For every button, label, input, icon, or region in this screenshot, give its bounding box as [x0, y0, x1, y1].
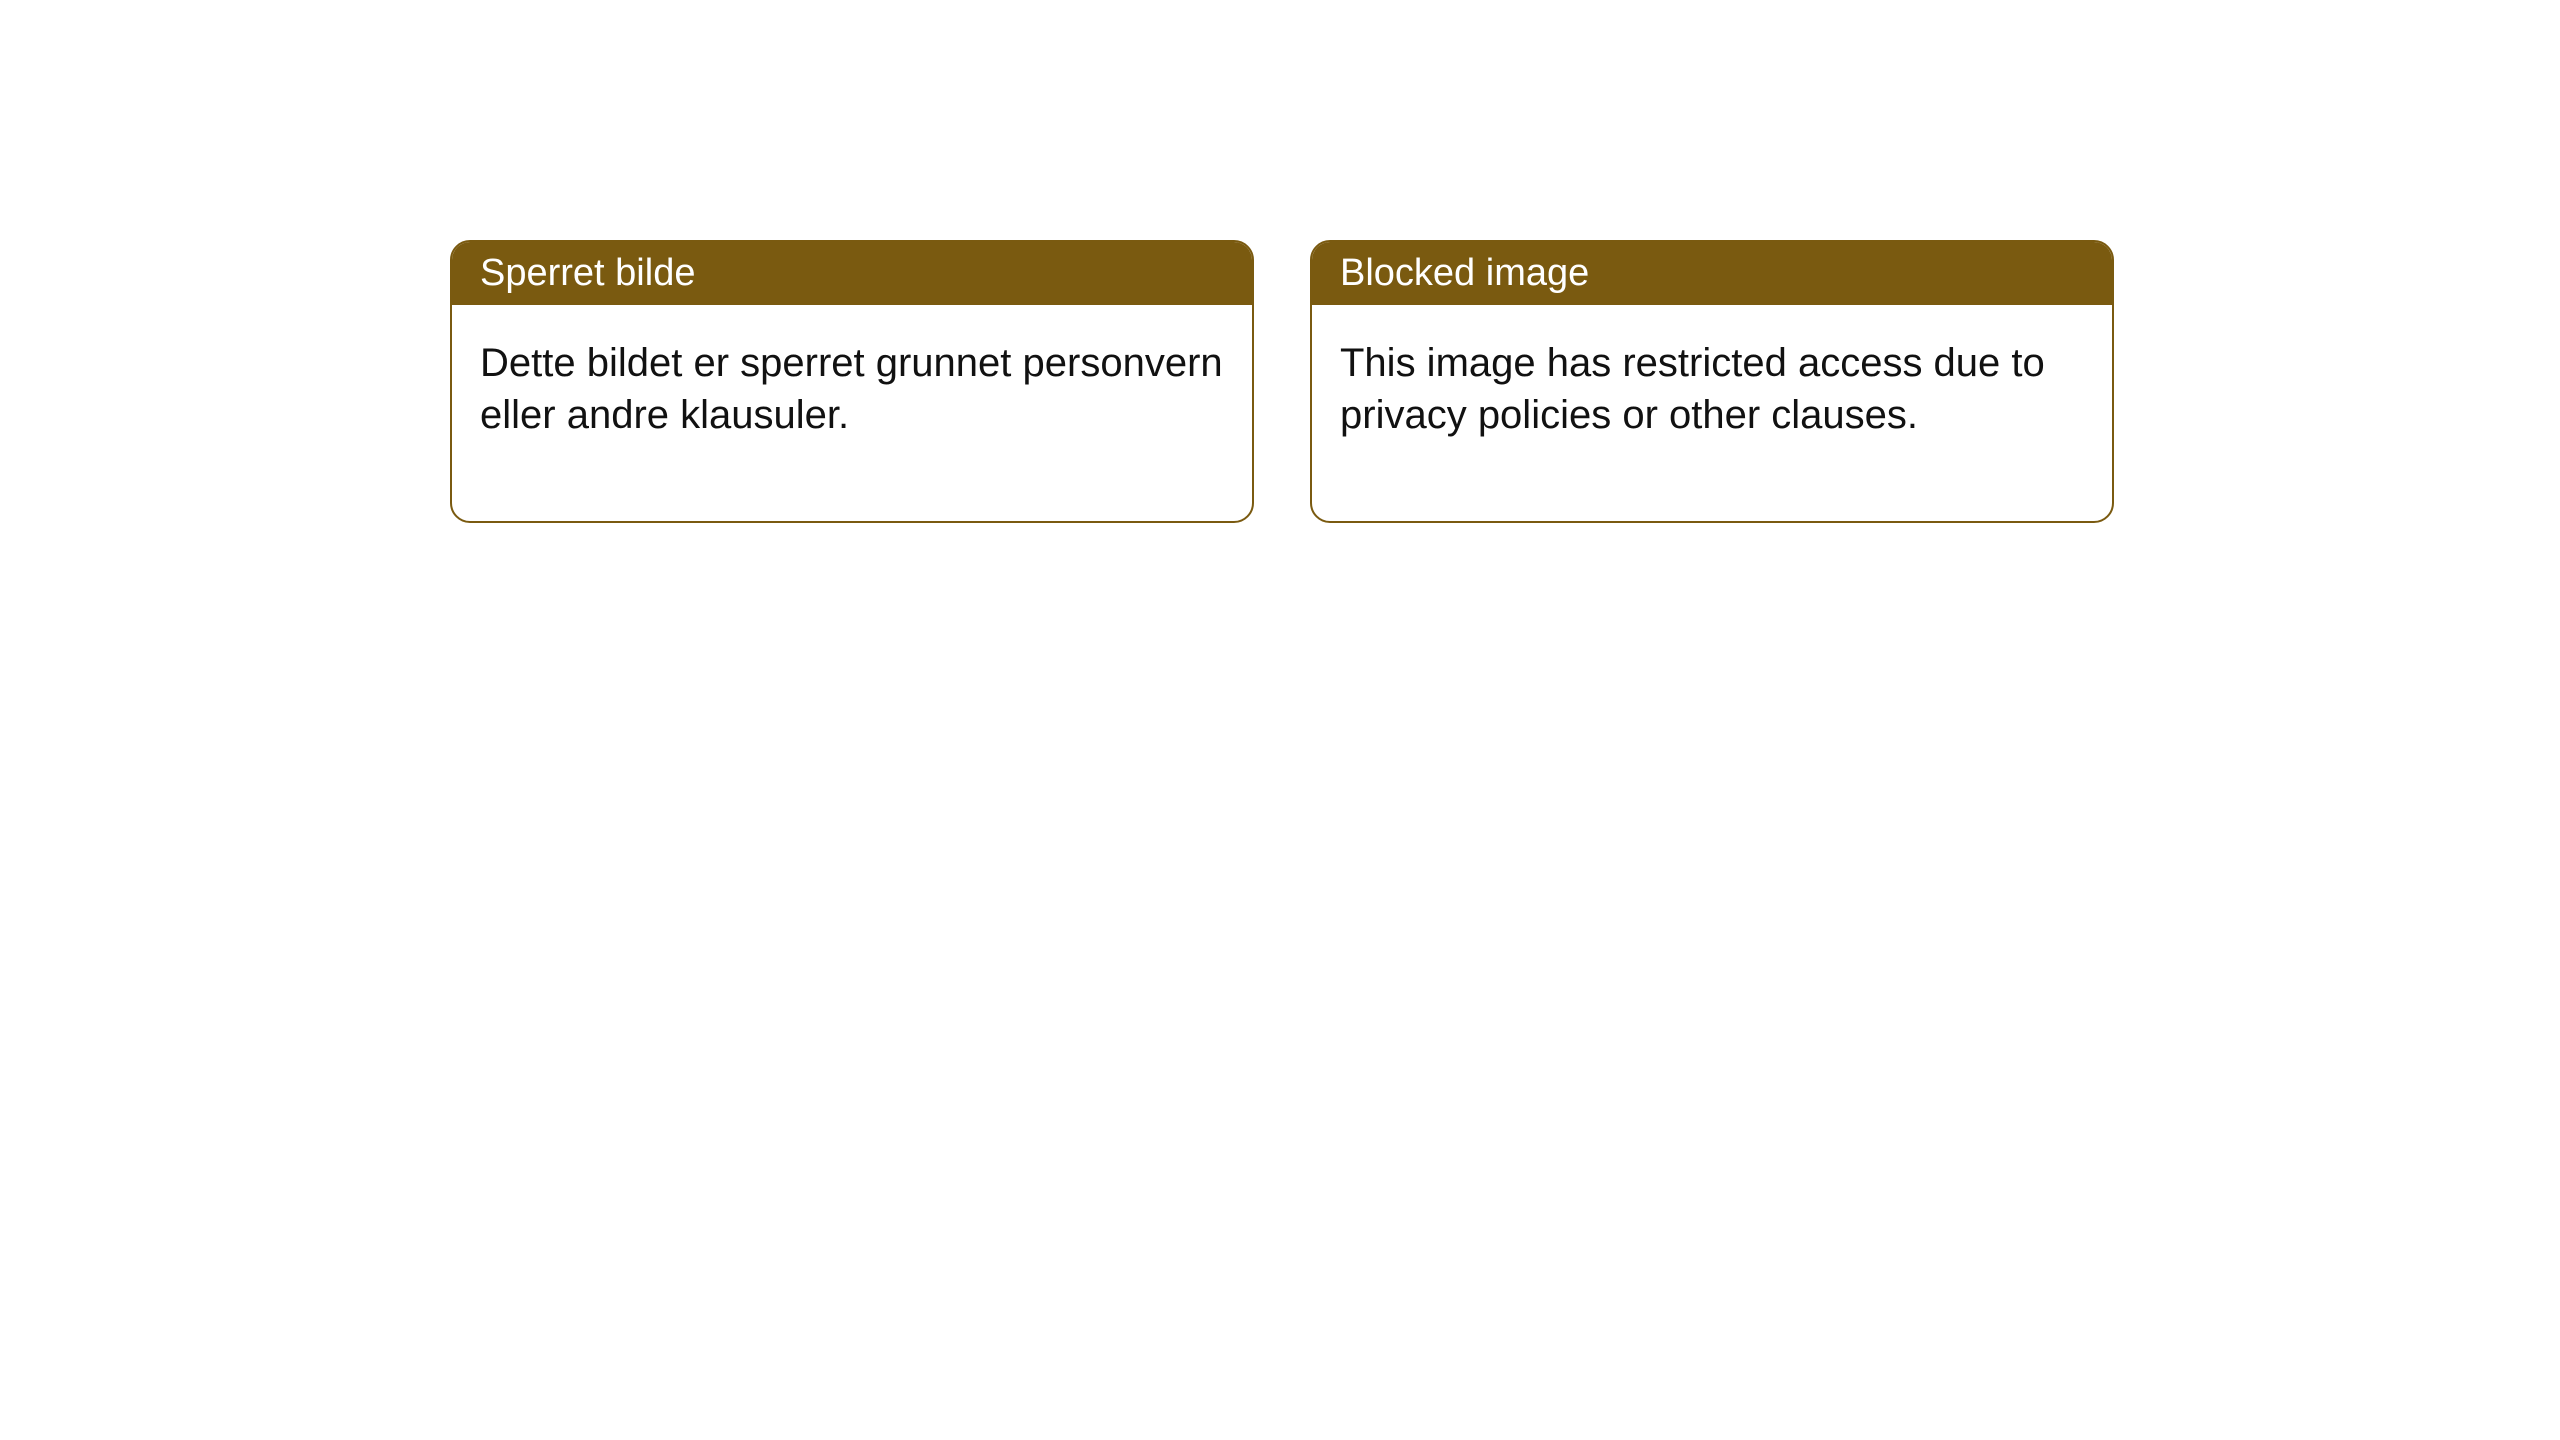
notice-title-norwegian: Sperret bilde: [452, 242, 1252, 305]
notice-body-english: This image has restricted access due to …: [1312, 305, 2112, 521]
notice-card-english: Blocked image This image has restricted …: [1310, 240, 2114, 523]
notice-card-norwegian: Sperret bilde Dette bildet er sperret gr…: [450, 240, 1254, 523]
notice-container: Sperret bilde Dette bildet er sperret gr…: [450, 240, 2114, 523]
notice-body-norwegian: Dette bildet er sperret grunnet personve…: [452, 305, 1252, 521]
notice-title-english: Blocked image: [1312, 242, 2112, 305]
